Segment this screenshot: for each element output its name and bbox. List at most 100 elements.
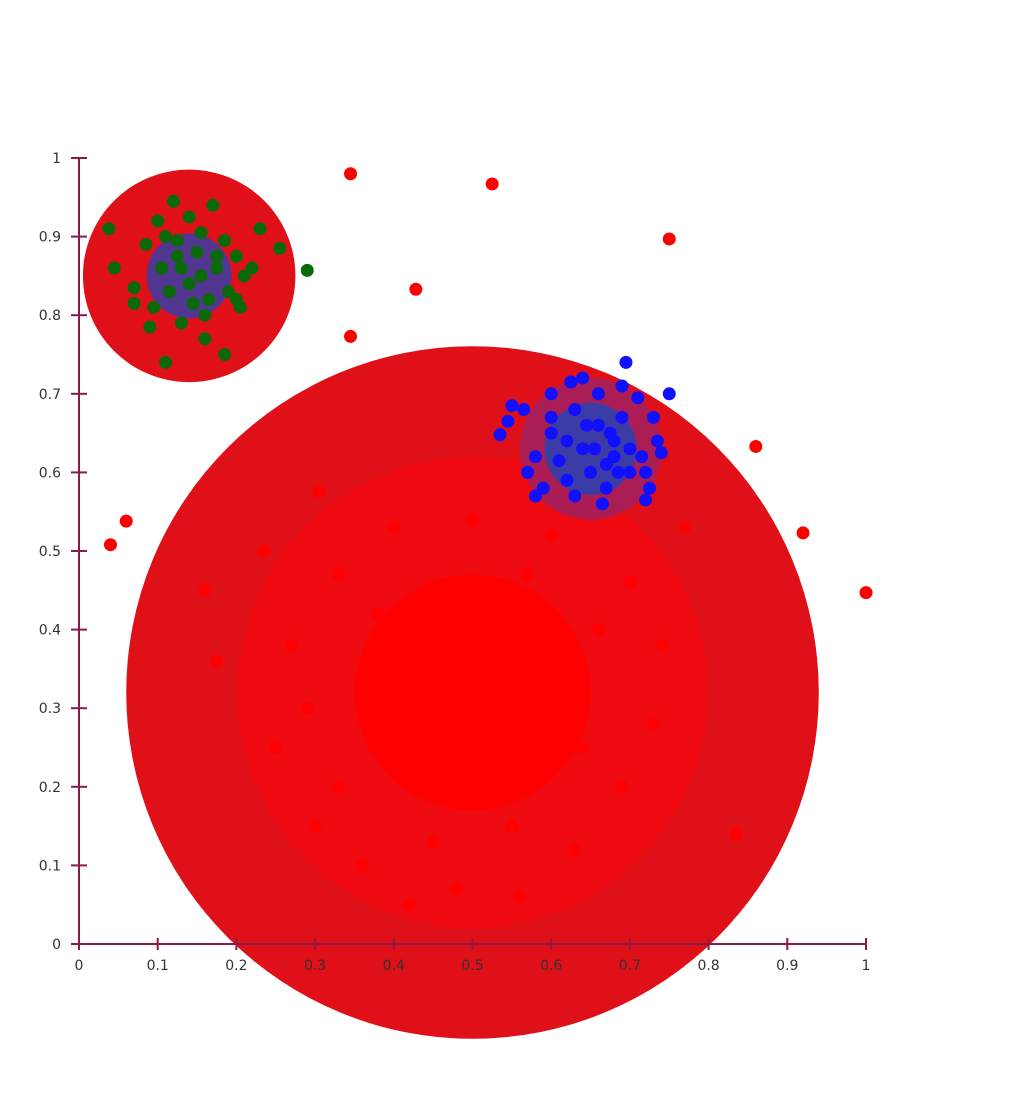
red-point bbox=[647, 717, 661, 731]
y-tick-label: 0 bbox=[52, 937, 61, 953]
green-point bbox=[300, 263, 314, 277]
green-point bbox=[206, 198, 220, 212]
green-point bbox=[194, 269, 208, 283]
y-tick-label: 1 bbox=[52, 151, 61, 167]
x-tick-label: 0.7 bbox=[619, 958, 641, 974]
red-point bbox=[544, 528, 558, 542]
red-point bbox=[615, 780, 629, 794]
green-point bbox=[198, 308, 212, 322]
red-point bbox=[308, 819, 322, 833]
blue-point bbox=[623, 465, 637, 479]
blue-point bbox=[544, 387, 558, 401]
green-point bbox=[218, 348, 232, 361]
x-tick-label: 0.1 bbox=[147, 958, 169, 974]
x-tick-label: 0.9 bbox=[776, 958, 798, 974]
blue-point bbox=[662, 387, 676, 401]
red-point bbox=[450, 882, 464, 896]
x-tick-label: 0 bbox=[75, 958, 84, 974]
red-cluster-core bbox=[354, 574, 591, 811]
cluster-halos bbox=[82, 169, 819, 1039]
blue-point bbox=[619, 355, 633, 369]
red-point bbox=[859, 586, 873, 600]
tick-labels: 0 0.1 0.2 0.3 0.4 0.5 0.6 0.7 0.8 0.9 1 0 0.1 0.2 0.3 0… bbox=[39, 151, 871, 974]
green-point bbox=[182, 210, 196, 224]
y-tick-label: 0.2 bbox=[39, 780, 61, 796]
y-tick-label: 0.7 bbox=[39, 387, 61, 403]
green-point bbox=[229, 292, 243, 306]
green-point bbox=[143, 320, 157, 334]
blue-point bbox=[528, 450, 542, 464]
blue-point bbox=[552, 454, 566, 468]
blue-point bbox=[623, 442, 637, 456]
green-point bbox=[210, 261, 224, 275]
blue-point bbox=[607, 450, 621, 464]
red-point bbox=[103, 538, 117, 552]
red-point bbox=[485, 177, 499, 191]
x-tick-label: 0.6 bbox=[540, 958, 562, 974]
red-point bbox=[654, 638, 668, 652]
green-point bbox=[218, 234, 232, 248]
green-point bbox=[127, 281, 141, 295]
blue-point bbox=[528, 489, 542, 503]
blue-point bbox=[654, 446, 668, 460]
blue-point bbox=[517, 403, 531, 417]
blue-point bbox=[639, 465, 653, 479]
red-point bbox=[796, 526, 810, 540]
green-point bbox=[147, 300, 161, 314]
red-point bbox=[312, 485, 326, 499]
x-tick-label: 0.3 bbox=[304, 958, 326, 974]
green-point bbox=[139, 237, 153, 251]
y-tick-label: 0.6 bbox=[39, 465, 61, 481]
red-point bbox=[623, 575, 637, 589]
red-point bbox=[662, 232, 676, 246]
green-point bbox=[170, 234, 184, 248]
x-tick-label: 0.5 bbox=[461, 958, 483, 974]
blue-point bbox=[595, 497, 609, 511]
green-point bbox=[194, 226, 208, 240]
x-tick-label: 0.4 bbox=[383, 958, 405, 974]
red-point bbox=[210, 654, 224, 668]
green-point bbox=[222, 285, 236, 299]
blue-point bbox=[501, 414, 515, 428]
y-tick-label: 0.9 bbox=[39, 230, 61, 246]
red-point bbox=[332, 568, 346, 582]
green-point bbox=[245, 261, 259, 275]
blue-point bbox=[607, 434, 621, 448]
red-point bbox=[257, 544, 271, 558]
blue-point bbox=[580, 418, 594, 432]
blue-point bbox=[587, 442, 601, 456]
red-point bbox=[119, 514, 133, 528]
y-tick-label: 0.4 bbox=[39, 623, 61, 639]
blue-point bbox=[560, 473, 574, 487]
green-point bbox=[273, 241, 287, 255]
blue-point bbox=[615, 410, 629, 424]
blue-point bbox=[631, 391, 645, 405]
red-point bbox=[300, 701, 314, 715]
red-point bbox=[332, 780, 346, 794]
green-point bbox=[186, 296, 200, 310]
blue-point bbox=[544, 410, 558, 424]
y-tick-label: 0.3 bbox=[39, 701, 61, 717]
red-point bbox=[568, 843, 582, 857]
red-point bbox=[344, 329, 358, 343]
red-point bbox=[371, 607, 385, 621]
red-point bbox=[403, 898, 417, 912]
red-point bbox=[426, 835, 440, 849]
green-point bbox=[151, 214, 165, 228]
green-point bbox=[174, 261, 188, 275]
blue-point bbox=[591, 418, 605, 432]
red-point bbox=[387, 520, 401, 534]
green-point bbox=[166, 194, 180, 208]
blue-point bbox=[611, 465, 625, 479]
red-point bbox=[198, 583, 212, 597]
red-point bbox=[513, 890, 527, 904]
red-point bbox=[576, 741, 590, 754]
blue-point bbox=[576, 371, 590, 385]
green-point bbox=[102, 222, 116, 236]
red-point bbox=[591, 623, 605, 637]
green-point bbox=[202, 292, 216, 306]
red-point bbox=[729, 827, 743, 841]
blue-point bbox=[647, 410, 661, 424]
blue-point bbox=[505, 399, 519, 413]
red-point bbox=[355, 858, 369, 872]
